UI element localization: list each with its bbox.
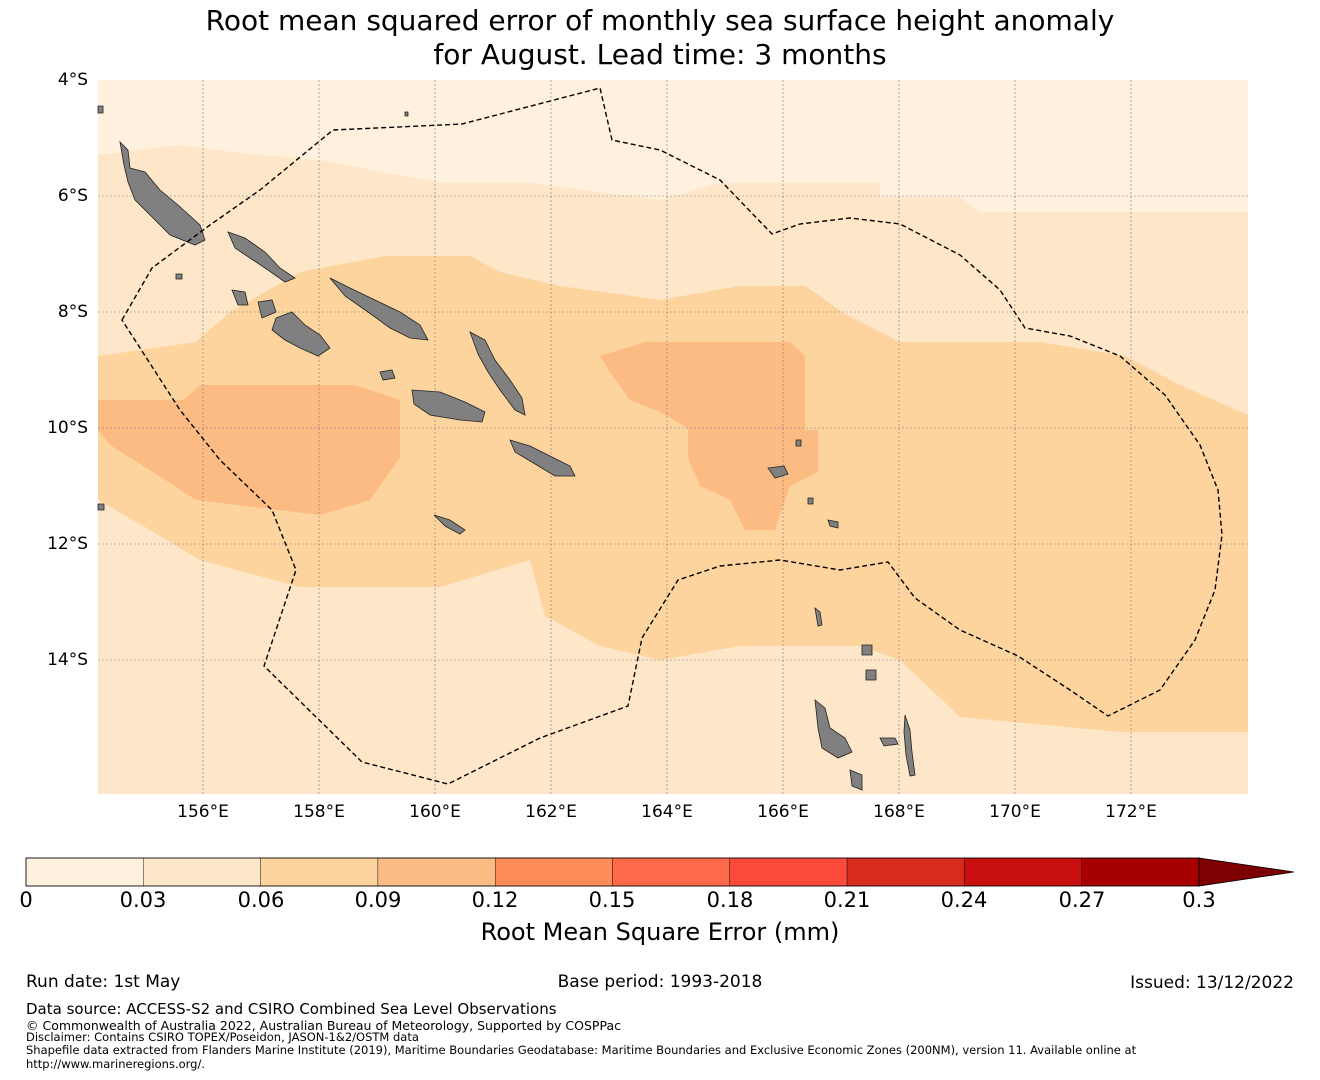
lon-label-160e: 160°E [409, 802, 461, 822]
reef-islands [827, 519, 839, 529]
data-source: Data source: ACCESS-S2 and CSIRO Combine… [26, 1000, 557, 1018]
florida-islands [379, 369, 396, 381]
choiseul-island [227, 231, 296, 283]
colorbar-label: Root Mean Square Error (mm) [480, 918, 840, 946]
espiritu-santo-island [814, 699, 853, 759]
lat-label-4s: 4°S [57, 70, 88, 90]
colorbar-tick-0: 0 [19, 888, 33, 912]
colorbar-tick-10: 0.3 [1182, 888, 1216, 912]
makira-island [509, 439, 576, 477]
lon-label-166e: 166°E [757, 802, 809, 822]
new-georgia-group [271, 311, 331, 357]
maewo-pentecost-islands [903, 714, 916, 777]
colorbar-tick-2: 0.06 [237, 888, 285, 912]
shortland-islands [175, 273, 183, 280]
small-island-b [795, 439, 802, 447]
solomon-islands-eez [121, 87, 1223, 785]
vanua-lava-island [861, 644, 873, 656]
colorbar-tick-8: 0.24 [940, 888, 988, 912]
disclaimer: Disclaimer: Contains CSIRO TOPEX/Poseido… [26, 1030, 419, 1044]
shapefile-url[interactable]: http://www.marineregions.org/. [26, 1057, 205, 1071]
lat-label-8s: 8°S [57, 302, 88, 322]
bougainville-island [119, 140, 206, 246]
rennell-island [433, 514, 466, 535]
nendo-island [767, 465, 789, 479]
vella-lavella-island [231, 289, 249, 306]
rmse-band-009-012 [98, 342, 818, 530]
torres-islands [814, 607, 823, 627]
lon-label-170e: 170°E [989, 802, 1041, 822]
colorbar-tick-1: 0.03 [119, 888, 167, 912]
colorbar-tick-4: 0.12 [471, 888, 519, 912]
colorbar-tick-5: 0.15 [588, 888, 636, 912]
malakula-island [879, 737, 899, 747]
graticule [98, 80, 1248, 794]
efate-island [849, 769, 863, 791]
gaua-island [865, 669, 877, 681]
run-date: Run date: 1st May [26, 972, 181, 992]
land-masses [97, 105, 916, 791]
lat-label-6s: 6°S [57, 186, 88, 206]
colorbar-tick-7: 0.21 [823, 888, 871, 912]
new-georgia-island [257, 299, 277, 319]
lat-label-12s: 12°S [47, 534, 88, 554]
lon-label-158e: 158°E [293, 802, 345, 822]
lon-label-164e: 164°E [641, 802, 693, 822]
shapefile-credit: Shapefile data extracted from Flanders M… [26, 1043, 1137, 1057]
small-island-c [807, 497, 814, 505]
lon-label-156e: 156°E [177, 802, 229, 822]
copyright-notice: © Commonwealth of Australia 2022, Austra… [26, 1018, 621, 1033]
map-title-line1: Root mean squared error of monthly sea s… [205, 4, 1115, 37]
lat-label-14s: 14°S [47, 650, 88, 670]
guadalcanal-island [411, 389, 486, 423]
lon-label-162e: 162°E [525, 802, 577, 822]
colorbar-tick-6: 0.18 [706, 888, 754, 912]
lat-label-10s: 10°S [47, 418, 88, 438]
issued-date: Issued: 13/12/2022 [1130, 973, 1294, 993]
santa-isabel-island [329, 277, 429, 341]
base-period: Base period: 1993-2018 [557, 972, 763, 992]
colorbar-tick-3: 0.09 [354, 888, 402, 912]
eez-boundaries [121, 87, 1223, 785]
malaita-island [469, 331, 526, 416]
map-title-line2: for August. Lead time: 3 months [433, 38, 887, 71]
ontong-java-atoll [404, 111, 409, 117]
lon-label-168e: 168°E [873, 802, 925, 822]
nissan-island [97, 105, 104, 114]
colorbar-tick-9: 0.27 [1058, 888, 1106, 912]
lon-label-172e: 172°E [1105, 802, 1157, 822]
small-island-a [97, 503, 105, 511]
